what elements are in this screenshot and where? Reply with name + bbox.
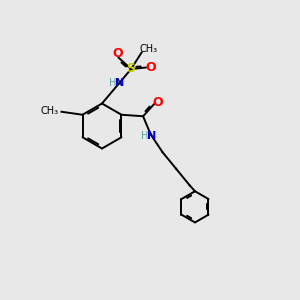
Text: N: N	[148, 131, 157, 141]
Text: O: O	[153, 96, 164, 109]
Text: H: H	[141, 131, 148, 141]
Text: H: H	[110, 77, 117, 88]
Text: CH₃: CH₃	[41, 106, 59, 116]
Text: O: O	[145, 61, 156, 74]
Text: N: N	[116, 77, 124, 88]
Text: CH₃: CH₃	[139, 44, 157, 55]
Text: O: O	[112, 47, 123, 60]
Text: S: S	[127, 62, 136, 76]
